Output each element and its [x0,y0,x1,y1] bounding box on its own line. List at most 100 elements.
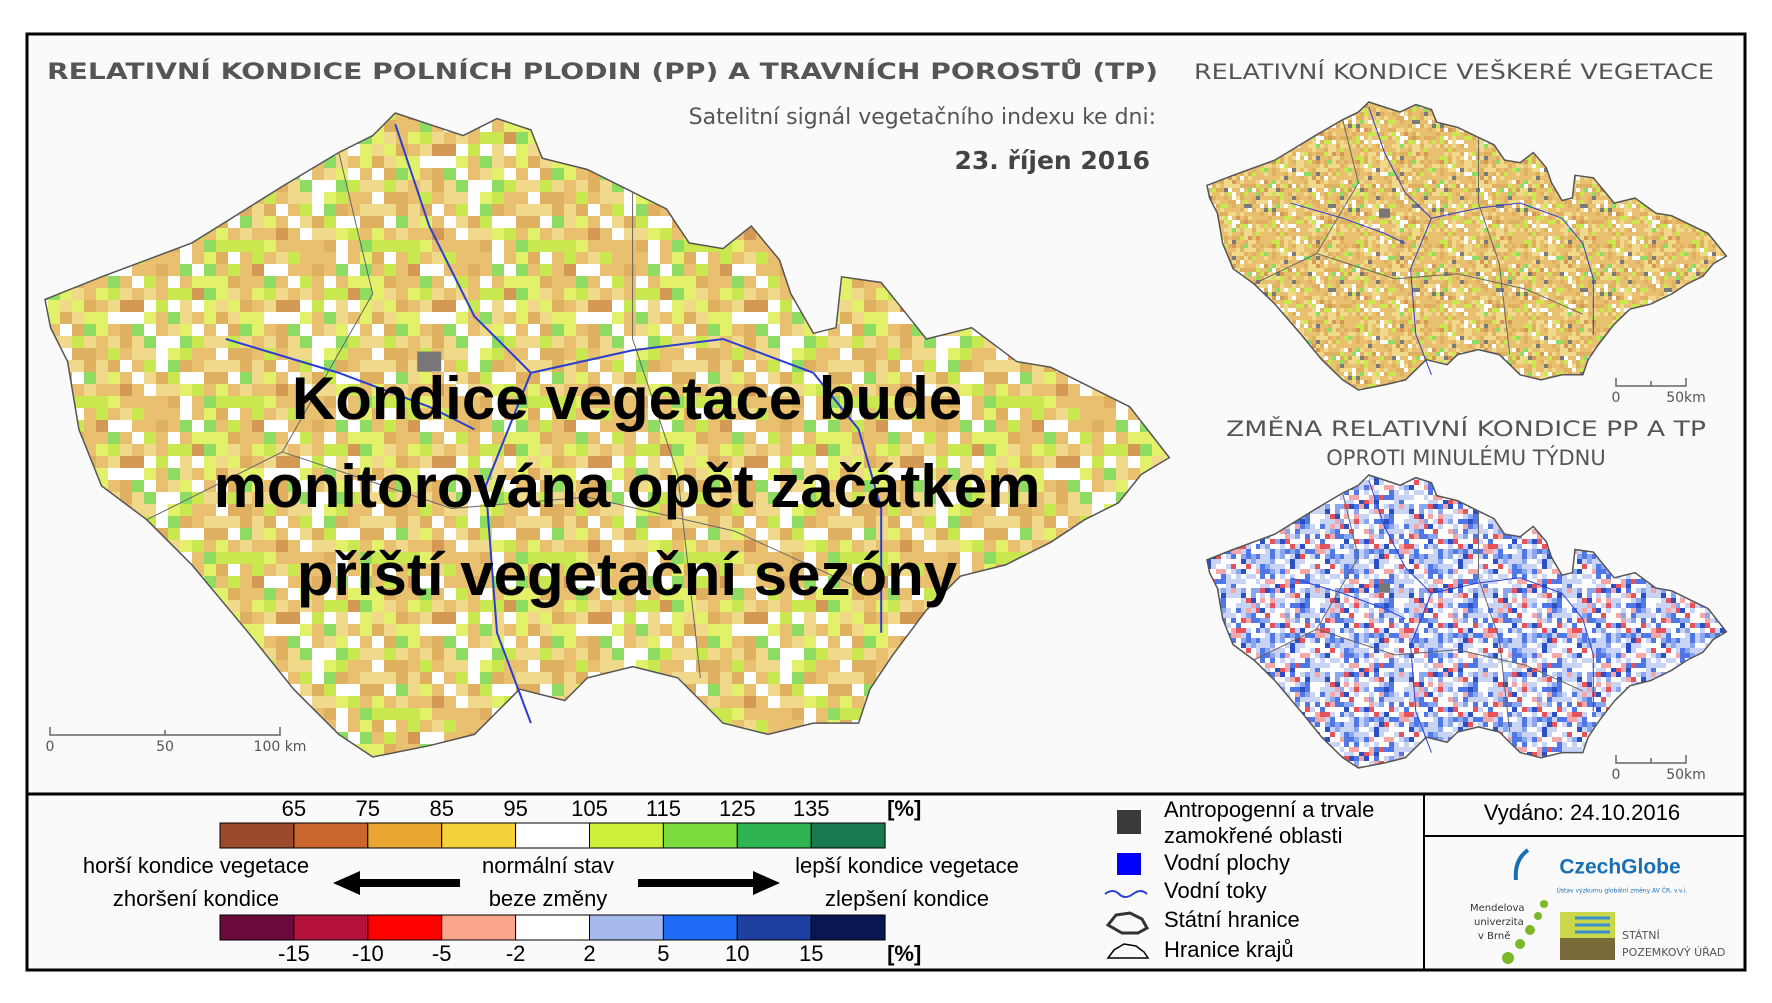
legend-tick: -10 [352,941,384,966]
symbol-label: Hranice krajů [1164,937,1294,962]
scale-bar [49,727,281,736]
legend-unit: [%] [887,941,921,966]
symbol-border [1105,911,1150,935]
legend-swatch [736,914,812,941]
river [484,372,532,724]
logo-czechglobe: CzechGlobe [1559,856,1680,879]
logo-arc [1513,848,1530,881]
legend-swatch [515,822,590,849]
river [225,338,475,431]
legend-unit: [%] [887,796,921,821]
arrow [333,871,460,895]
legend-swatch [441,822,517,849]
region-border [146,152,374,521]
logo-sub: Ústav výzkumu globální změny AV ČR, v.v.… [1557,888,1688,895]
legend-tick: -15 [278,941,310,966]
symbol-water [1117,853,1141,875]
legend-label: beze změny [489,886,608,911]
symbol-label: Antropogenní a trvale [1164,797,1374,822]
logo-spu-text: STÁTNÍ [1622,929,1660,942]
river [1368,479,1432,594]
legend-swatch [515,914,590,941]
legend-tick: 15 [799,941,823,966]
river [1410,593,1432,753]
legend-tick: 2 [583,941,595,966]
legend-tick: 85 [429,796,453,821]
issued: Vydáno: 24.10.2016 [1484,800,1680,825]
legend-swatch [736,822,812,849]
symbol-label: zamokřené oblasti [1164,823,1343,848]
legend-tick: 10 [725,941,749,966]
region-border [1477,510,1511,733]
logo-spu-text: POZEMKOVÝ ÚŘAD [1622,946,1725,959]
river [1561,592,1594,712]
logo-spu [1560,912,1615,960]
legend-label: normální stav [482,853,614,878]
region-border [1477,137,1511,355]
scale-label: 100 km [254,739,307,755]
legend-label: lepší kondice vegetace [795,853,1019,878]
legend-tick: 105 [571,796,608,821]
symbol-region [1106,943,1150,959]
legend-tick: 125 [719,796,756,821]
legend-swatch [293,914,369,941]
region-border [1316,628,1584,692]
side-title: ZMĚNA RELATIVNÍ KONDICE PP A TP [1226,416,1706,441]
city [1378,583,1391,593]
overlay-text: Kondice vegetace bude [292,365,962,432]
river [394,123,532,374]
region-border [1316,253,1584,315]
legend-swatch [662,914,738,941]
side-title: RELATIVNÍ KONDICE VEŠKERÉ VEGETACE [1194,59,1714,84]
symbol-river [1104,890,1148,898]
legend-swatch [367,822,443,849]
region-border [632,192,701,678]
river [1561,217,1594,335]
scale-label: 50km [1666,767,1706,783]
river [1290,577,1406,620]
city [1378,208,1391,218]
river [1290,202,1406,244]
overlay-text: příští vegetační sezóny [297,541,958,608]
legend-tick: 115 [646,796,681,821]
region-border [282,451,859,588]
river [1410,218,1432,376]
legend-swatch [810,822,886,849]
legend-tick: -2 [506,941,526,966]
legend-label: horší kondice vegetace [83,853,309,878]
river [1431,577,1563,594]
country [44,112,1171,758]
legend-swatch [589,914,664,941]
scale-label: 0 [46,739,55,755]
symbol-label: Vodní toky [1164,878,1267,903]
legend-tick: -5 [432,941,452,966]
logo-dots [1502,900,1548,964]
scale-label: 50km [1666,390,1706,406]
region-border [1253,119,1359,285]
legend-tick: 135 [793,796,830,821]
legend-swatch [589,822,664,849]
side-title: OPROTI MINULÉMU TÝDNU [1326,445,1605,470]
scale-bar [1615,378,1687,387]
river [812,372,883,633]
country [1206,474,1728,769]
legend-tick: 5 [657,941,669,966]
logo-mendel: Mendelova [1470,903,1525,914]
scale-label: 0 [1612,390,1621,406]
symbol-label: Státní hranice [1164,907,1300,932]
overlay-text: monitorována opět začátkem [214,453,1041,520]
country [1206,101,1728,391]
scale-label: 50 [156,739,174,755]
scale-bar [1615,755,1687,764]
region-border [1253,492,1359,661]
legend-label: zhoršení kondice [113,886,279,911]
symbol-label: Vodní plochy [1164,850,1290,875]
legend-tick: 65 [282,796,306,821]
legend-swatch [293,822,369,849]
legend-swatch [219,914,295,941]
date: 23. říjen 2016 [955,146,1151,175]
city [417,351,442,372]
logo-mendel: v Brně [1478,930,1510,942]
logo-mendel: univerzita [1474,917,1524,928]
